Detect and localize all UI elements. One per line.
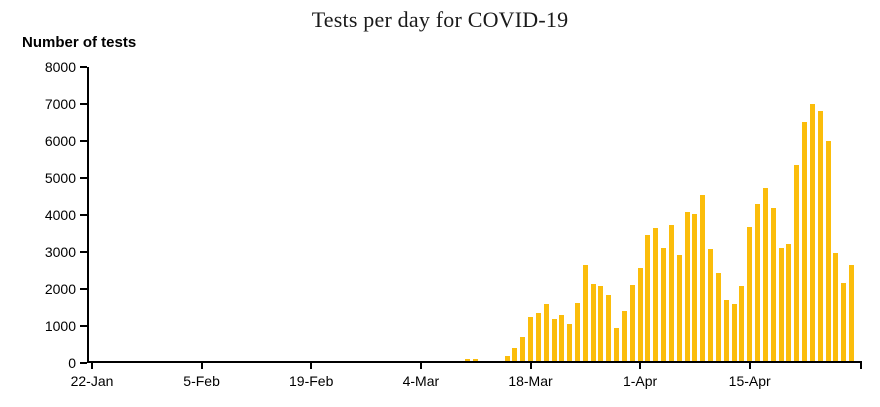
bar-day-92 [809,103,815,361]
bar-day-82 [731,304,737,361]
bar-day-62 [575,303,580,361]
bar-day-74 [668,224,674,361]
bar-day-70 [637,267,643,361]
bar-day-61 [567,323,573,361]
bar-day-95 [833,252,839,361]
bar-day-59 [551,318,557,361]
y-tick-label: 3000 [44,244,76,260]
y-tick-mark [80,140,87,142]
x-tick-mark [419,363,422,369]
y-tick-label: 1000 [44,318,76,334]
bar-day-80 [715,272,721,361]
bar-day-49 [473,358,479,361]
bar-day-76 [684,211,690,361]
y-tick-mark [80,362,87,364]
x-tick-mark [529,363,532,369]
y-tick-mark [80,325,87,327]
y-tick-mark [80,103,87,105]
x-tick-mark [639,363,642,369]
bar-day-94 [825,140,831,361]
bar-day-48 [465,358,471,361]
bar-day-73 [661,247,667,361]
x-axis-end-tick [860,363,862,369]
y-tick-mark [80,66,87,68]
x-tick-label: 4-Mar [402,373,440,389]
x-tick-mark [91,363,93,369]
bar-day-89 [786,243,792,361]
bar-day-93 [817,110,823,361]
y-tick-label: 7000 [44,96,76,112]
y-tick-mark [80,288,87,290]
bar-day-83 [739,285,745,361]
y-tick-label: 0 [68,355,76,371]
bar-day-77 [692,213,698,361]
y-tick-mark [80,214,87,216]
x-tick-mark [200,363,203,369]
bar-day-86 [762,187,768,361]
bar-day-55 [520,336,526,361]
y-axis-title: Number of tests [22,34,137,51]
x-tick-mark [310,363,313,369]
bar-day-65 [598,285,604,361]
bar-day-72 [653,227,659,361]
bar-day-69 [629,285,635,361]
x-tick-label: 22-Jan [70,373,114,389]
bar-day-54 [512,348,518,361]
bar-day-67 [614,328,620,361]
bar-day-60 [559,315,565,361]
bar-day-64 [590,284,596,361]
y-tick-label: 5000 [44,170,76,186]
bar-day-91 [802,122,807,361]
plot-area [87,67,862,363]
bar-day-75 [676,255,682,361]
x-tick-label: 15-Apr [728,373,771,389]
y-tick-mark [80,251,87,253]
bar-day-84 [747,227,753,361]
bar-day-97 [849,264,854,361]
x-tick-label: 1-Apr [622,373,658,389]
bar-day-57 [535,312,541,361]
bar-day-66 [606,294,612,361]
y-tick-label: 4000 [44,207,76,223]
bar-day-56 [528,317,533,361]
y-tick-label: 6000 [44,133,76,149]
x-tick-mark [748,363,751,369]
bar-day-58 [543,303,549,361]
bar-day-85 [755,203,760,361]
bar-day-90 [794,165,800,361]
bar-day-96 [841,282,847,361]
bar-day-81 [723,300,729,361]
x-tick-label: 5-Feb [183,373,220,389]
y-tick-label: 8000 [44,59,76,75]
bar-day-88 [778,247,784,361]
x-tick-label: 19-Feb [289,373,334,389]
chart-title: Tests per day for COVID-19 [311,7,569,32]
bar-day-78 [700,194,706,361]
y-tick-label: 2000 [44,281,76,297]
y-tick-mark [80,177,87,179]
bar-day-79 [708,248,714,361]
bar-day-68 [621,310,627,361]
x-tick-label: 18-Mar [508,373,553,389]
bar-day-71 [645,235,651,361]
bar-day-87 [770,207,776,361]
bar-day-53 [504,355,510,361]
bar-day-63 [582,264,588,361]
